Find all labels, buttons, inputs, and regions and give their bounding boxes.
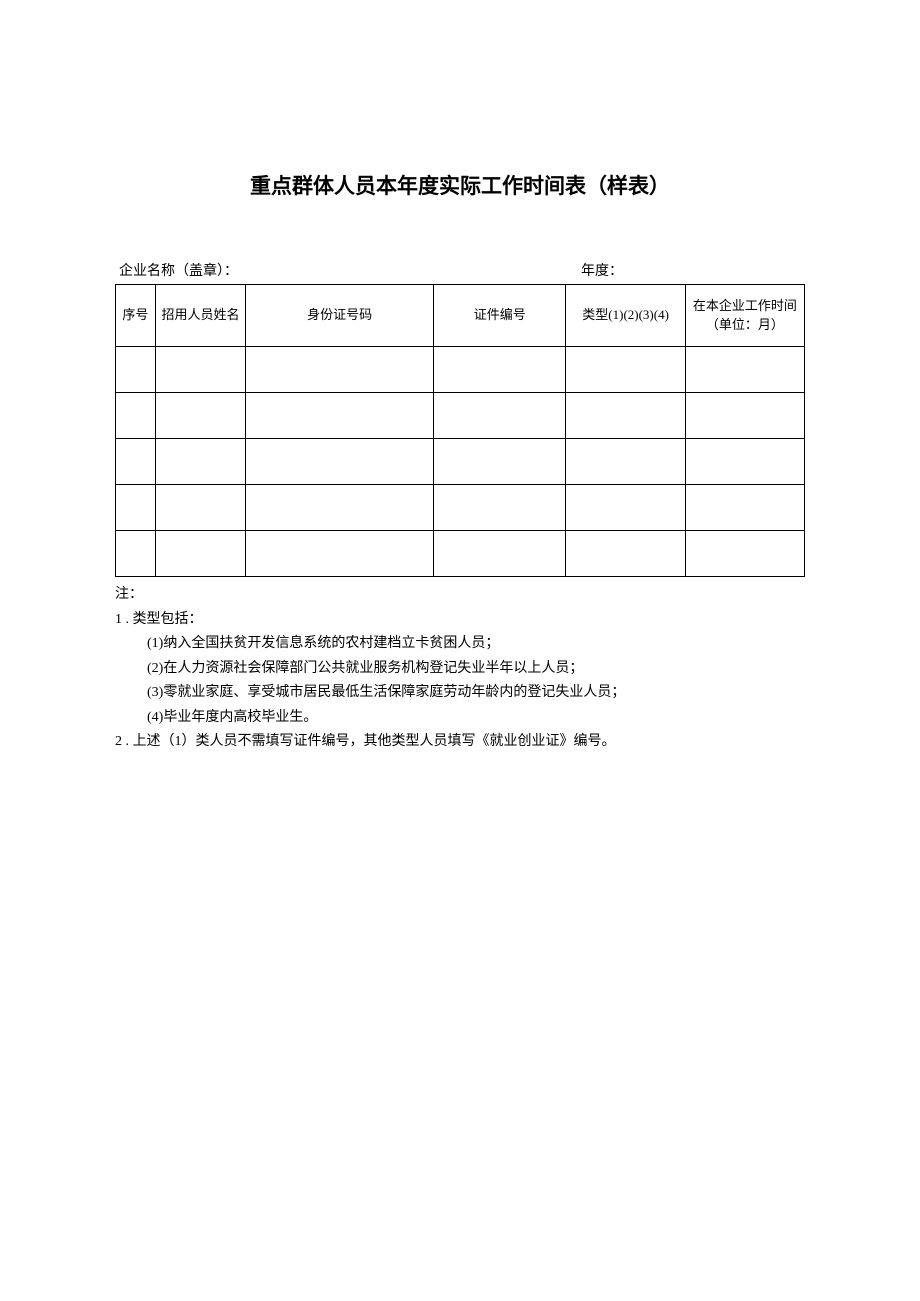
notes-item-1-header: 1 . 类型包括： <box>115 608 805 633</box>
cell-type <box>566 439 685 485</box>
table-row <box>116 393 805 439</box>
company-name-label: 企业名称（盖章）： <box>119 260 581 280</box>
cell-cert <box>433 531 566 577</box>
cell-seq <box>116 347 156 393</box>
col-header-seq: 序号 <box>116 285 156 347</box>
form-header: 企业名称（盖章）： 年度： <box>115 260 805 280</box>
cell-cert <box>433 439 566 485</box>
table-row <box>116 439 805 485</box>
cell-seq <box>116 393 156 439</box>
cell-type <box>566 485 685 531</box>
cell-time <box>685 485 804 531</box>
table-row <box>116 485 805 531</box>
cell-type <box>566 393 685 439</box>
col-header-cert: 证件编号 <box>433 285 566 347</box>
cell-id <box>246 347 434 393</box>
table-row <box>116 531 805 577</box>
cell-time <box>685 347 804 393</box>
col-header-name: 招用人员姓名 <box>155 285 246 347</box>
cell-id <box>246 485 434 531</box>
notes-item-1-sub-2: (2)在人力资源社会保障部门公共就业服务机构登记失业半年以上人员； <box>115 657 805 682</box>
cell-name <box>155 393 246 439</box>
col-header-time: 在本企业工作时间（单位：月） <box>685 285 804 347</box>
notes-item-2: 2 . 上述（1）类人员不需填写证件编号，其他类型人员填写《就业创业证》编号。 <box>115 730 805 755</box>
col-header-id: 身份证号码 <box>246 285 434 347</box>
cell-name <box>155 439 246 485</box>
table-header-row: 序号 招用人员姓名 身份证号码 证件编号 类型(1)(2)(3)(4) 在本企业… <box>116 285 805 347</box>
cell-seq <box>116 485 156 531</box>
table-row <box>116 347 805 393</box>
notes-item-1-sub-4: (4)毕业年度内高校毕业生。 <box>115 706 805 731</box>
cell-id <box>246 393 434 439</box>
cell-name <box>155 485 246 531</box>
cell-seq <box>116 439 156 485</box>
year-label: 年度： <box>581 260 801 280</box>
cell-cert <box>433 393 566 439</box>
cell-id <box>246 531 434 577</box>
notes-section: 注： 1 . 类型包括： (1)纳入全国扶贫开发信息系统的农村建档立卡贫困人员；… <box>115 583 805 755</box>
document-title: 重点群体人员本年度实际工作时间表（样表） <box>115 170 805 200</box>
cell-name <box>155 531 246 577</box>
cell-name <box>155 347 246 393</box>
cell-time <box>685 439 804 485</box>
cell-time <box>685 393 804 439</box>
notes-label: 注： <box>115 583 805 608</box>
cell-type <box>566 531 685 577</box>
cell-cert <box>433 485 566 531</box>
col-header-type: 类型(1)(2)(3)(4) <box>566 285 685 347</box>
notes-item-1-sub-1: (1)纳入全国扶贫开发信息系统的农村建档立卡贫困人员； <box>115 632 805 657</box>
work-time-table: 序号 招用人员姓名 身份证号码 证件编号 类型(1)(2)(3)(4) 在本企业… <box>115 284 805 577</box>
table-body <box>116 347 805 577</box>
cell-seq <box>116 531 156 577</box>
notes-item-1-sub-3: (3)零就业家庭、享受城市居民最低生活保障家庭劳动年龄内的登记失业人员； <box>115 681 805 706</box>
cell-id <box>246 439 434 485</box>
cell-time <box>685 531 804 577</box>
cell-cert <box>433 347 566 393</box>
cell-type <box>566 347 685 393</box>
